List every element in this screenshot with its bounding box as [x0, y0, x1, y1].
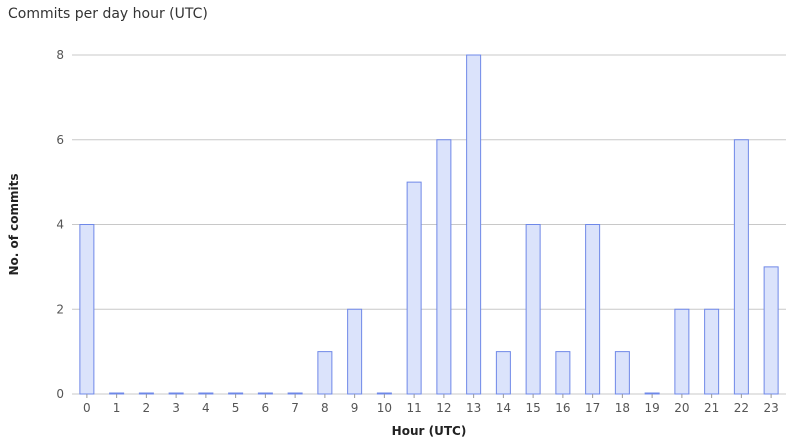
x-tick-label: 22 — [734, 401, 749, 415]
bar-hour-2[interactable] — [138, 392, 154, 395]
bar-hour-9[interactable] — [347, 308, 363, 395]
x-tick-label: 18 — [615, 401, 630, 415]
chart-title: Commits per day hour (UTC) — [8, 6, 208, 22]
bar-hour-3[interactable] — [168, 392, 184, 395]
x-tick-label: 23 — [763, 401, 778, 415]
y-tick-label: 4 — [56, 218, 64, 232]
x-tick-label: 21 — [704, 401, 719, 415]
bar-hour-14[interactable] — [495, 351, 511, 395]
x-tick-label: 16 — [555, 401, 570, 415]
bar-hour-21[interactable] — [704, 308, 720, 395]
bar-hour-0[interactable] — [79, 224, 95, 395]
x-tick-label: 5 — [232, 401, 240, 415]
x-tick-label: 14 — [496, 401, 511, 415]
x-tick-label: 13 — [466, 401, 481, 415]
x-tick-label: 15 — [525, 401, 540, 415]
bar-hour-7[interactable] — [287, 392, 303, 395]
bar-hour-10[interactable] — [376, 392, 392, 395]
bar-hour-16[interactable] — [555, 351, 571, 395]
grid-lines — [72, 54, 786, 395]
x-axis-ticks: 0 1 2 3 4 5 6 7 8 9 10 11 12 13 14 15 16 17 18 19 20 21 22 23 — [83, 394, 779, 415]
x-tick-label: 7 — [291, 401, 299, 415]
bar-hour-1[interactable] — [109, 392, 125, 395]
bar-hour-8[interactable] — [317, 351, 333, 395]
x-tick-label: 19 — [644, 401, 659, 415]
bar-hour-13[interactable] — [466, 54, 482, 395]
y-axis-title: No. of commits — [7, 173, 21, 275]
x-tick-label: 6 — [262, 401, 270, 415]
y-tick-label: 2 — [56, 302, 64, 316]
bar-hour-19[interactable] — [644, 392, 660, 395]
x-tick-label: 9 — [351, 401, 359, 415]
bar-hour-11[interactable] — [406, 181, 422, 395]
x-tick-label: 20 — [674, 401, 689, 415]
x-tick-label: 1 — [113, 401, 121, 415]
x-tick-label: 2 — [143, 401, 151, 415]
bar-hour-17[interactable] — [585, 224, 601, 395]
bar-hour-15[interactable] — [525, 224, 541, 395]
x-tick-label: 12 — [436, 401, 451, 415]
y-tick-label: 0 — [56, 387, 64, 401]
bar-hour-22[interactable] — [733, 139, 749, 395]
y-tick-label: 6 — [56, 133, 64, 147]
x-tick-label: 4 — [202, 401, 210, 415]
bar-hour-6[interactable] — [257, 392, 273, 395]
x-axis-title: Hour (UTC) — [392, 424, 467, 438]
bar-hour-5[interactable] — [228, 392, 244, 395]
x-tick-label: 10 — [377, 401, 392, 415]
bar-hour-12[interactable] — [436, 139, 452, 395]
bar-hour-20[interactable] — [674, 308, 690, 395]
bar-hour-18[interactable] — [614, 351, 630, 395]
y-tick-label: 8 — [56, 48, 64, 62]
bar-hour-4[interactable] — [198, 392, 214, 395]
bar-hour-23[interactable] — [763, 266, 779, 395]
x-tick-label: 0 — [83, 401, 91, 415]
y-axis-ticks: 0 2 4 6 8 — [56, 48, 64, 401]
x-tick-label: 11 — [406, 401, 421, 415]
x-tick-label: 3 — [172, 401, 180, 415]
x-tick-label: 8 — [321, 401, 329, 415]
x-tick-label: 17 — [585, 401, 600, 415]
